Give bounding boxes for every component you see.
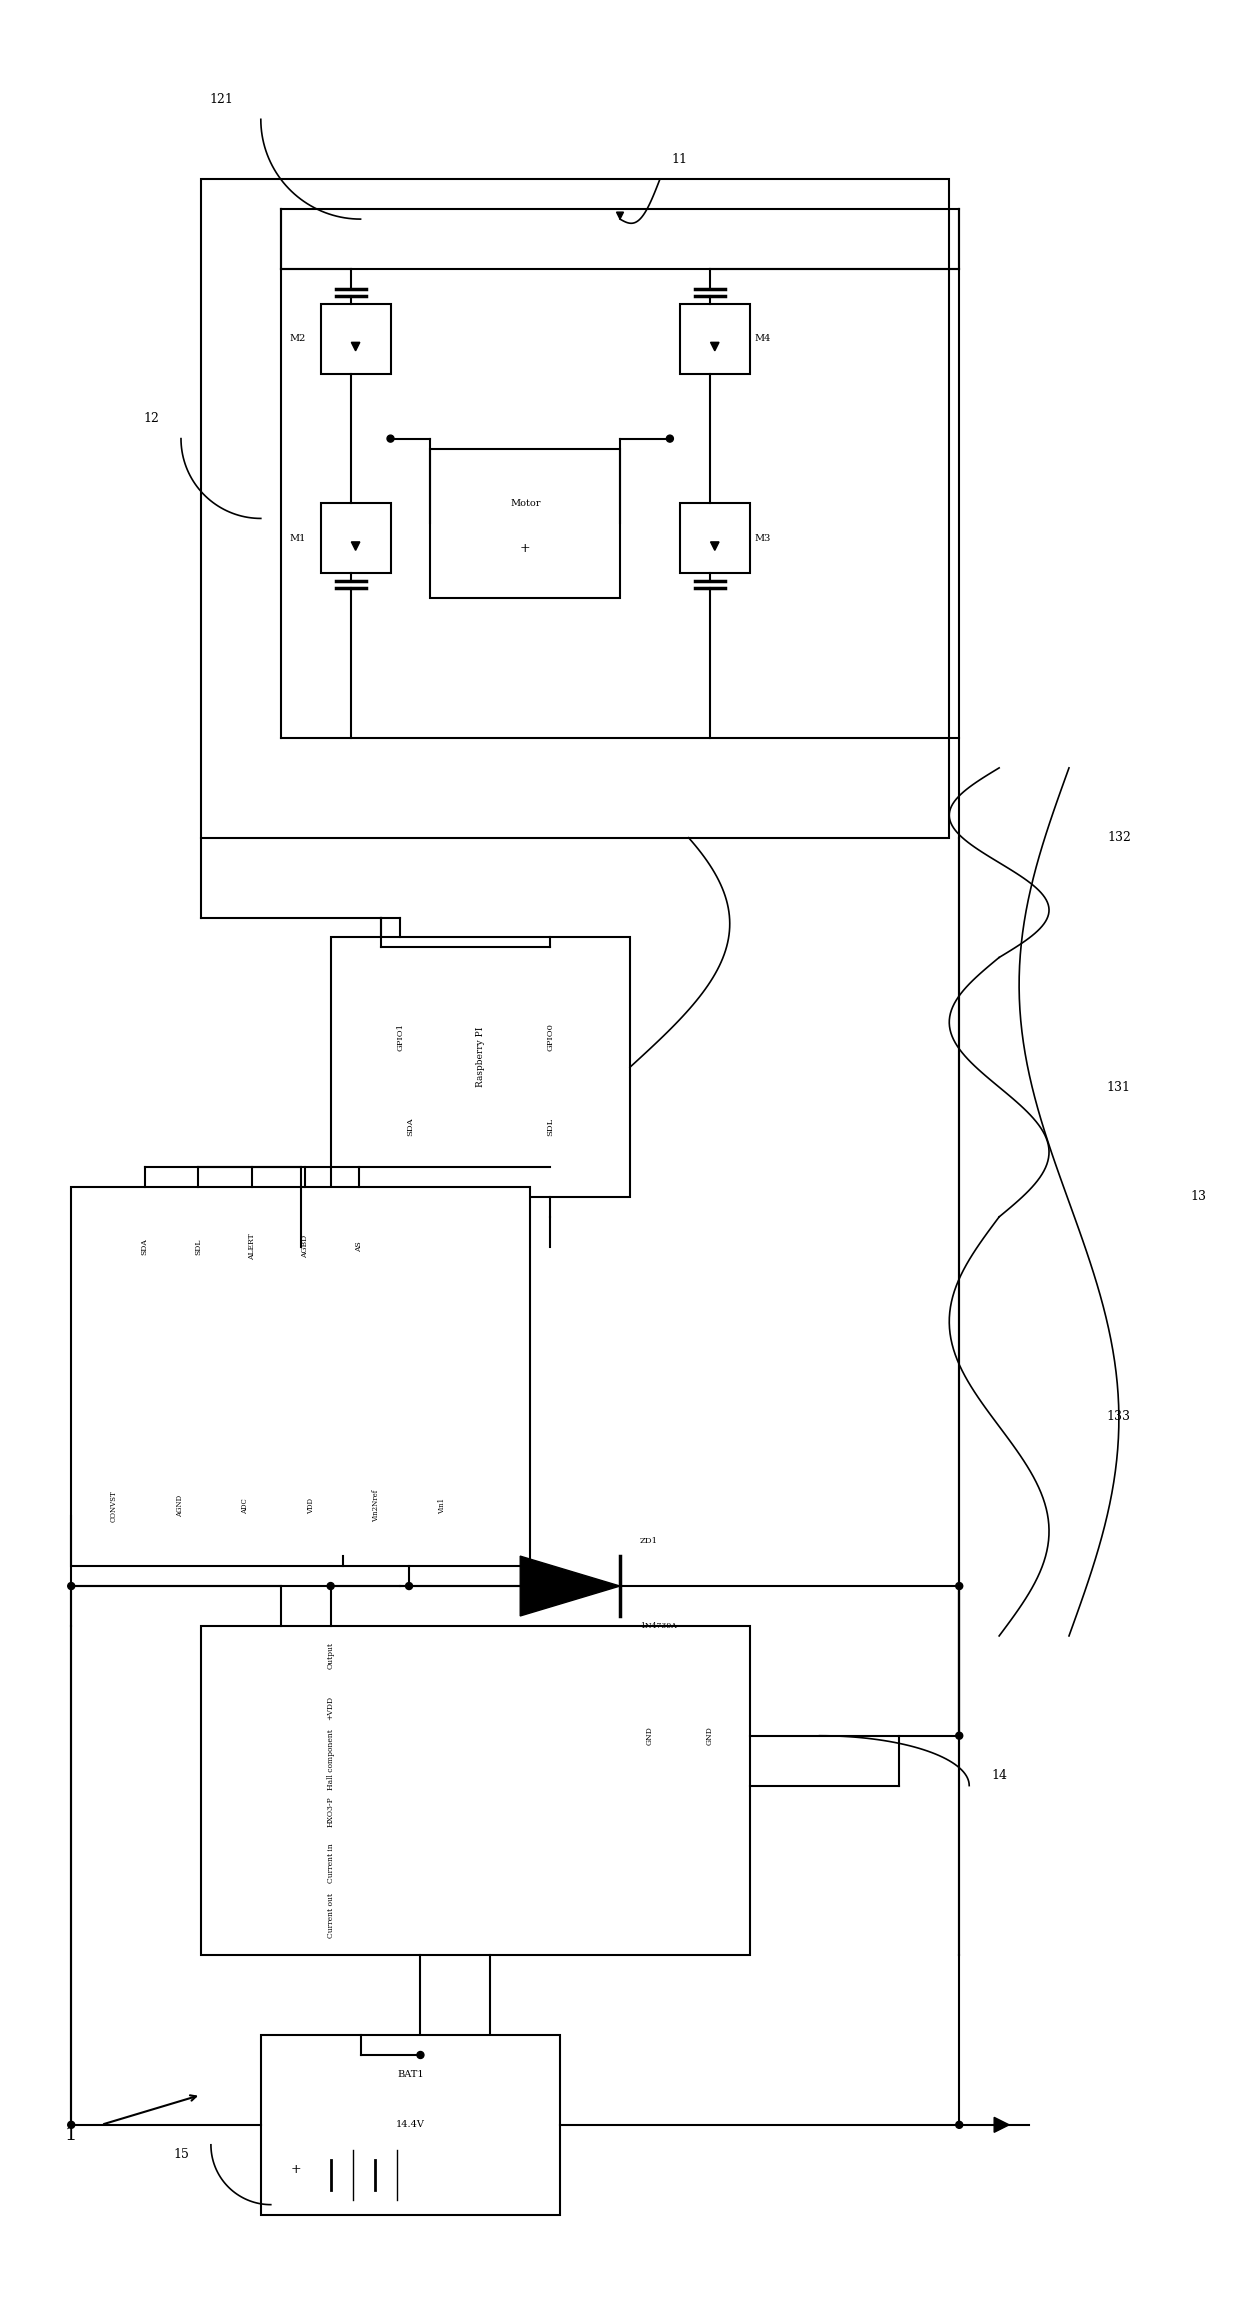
Circle shape xyxy=(387,436,394,443)
Text: Motor: Motor xyxy=(510,498,541,507)
Circle shape xyxy=(956,2122,962,2129)
Polygon shape xyxy=(351,542,360,551)
Text: CONVST: CONVST xyxy=(110,1490,118,1522)
Text: ADC: ADC xyxy=(241,1499,249,1513)
Text: GPIO1: GPIO1 xyxy=(397,1024,404,1052)
Polygon shape xyxy=(351,343,360,350)
Bar xyxy=(280,190,859,737)
Text: +: + xyxy=(290,2164,301,2176)
Polygon shape xyxy=(994,2118,1009,2132)
Text: AGBD: AGBD xyxy=(301,1235,309,1258)
Text: Output: Output xyxy=(326,1643,335,1668)
Text: ALERT: ALERT xyxy=(248,1233,255,1260)
Text: 133: 133 xyxy=(1107,1411,1131,1423)
Text: AS: AS xyxy=(355,1242,363,1251)
Text: GPIO0: GPIO0 xyxy=(546,1024,554,1052)
Text: Vin2Nref: Vin2Nref xyxy=(372,1490,381,1522)
Bar xyxy=(680,503,750,572)
Text: 14: 14 xyxy=(991,1770,1007,1782)
Bar xyxy=(430,449,620,598)
Text: M4: M4 xyxy=(755,334,771,343)
Text: M2: M2 xyxy=(289,334,306,343)
Bar xyxy=(201,178,950,839)
Text: Hall component: Hall component xyxy=(326,1728,335,1791)
Text: SDA: SDA xyxy=(407,1117,414,1135)
Text: 121: 121 xyxy=(210,93,233,107)
Text: Current out: Current out xyxy=(326,1893,335,1937)
Text: M3: M3 xyxy=(755,533,771,542)
Bar xyxy=(71,1186,531,1566)
Bar xyxy=(321,304,391,373)
Bar xyxy=(260,2034,560,2215)
Text: +: + xyxy=(520,542,531,554)
Circle shape xyxy=(327,1583,334,1589)
Text: 14.4V: 14.4V xyxy=(396,2120,425,2129)
Bar xyxy=(201,1627,750,1956)
Polygon shape xyxy=(711,542,719,551)
Bar xyxy=(321,503,391,572)
Text: 1N4739A: 1N4739A xyxy=(640,1622,677,1629)
Text: VDD: VDD xyxy=(306,1499,315,1515)
Circle shape xyxy=(68,2122,74,2129)
Text: GND: GND xyxy=(646,1726,653,1745)
Text: BAT1: BAT1 xyxy=(397,2071,424,2078)
Polygon shape xyxy=(521,1557,620,1615)
Circle shape xyxy=(405,1583,413,1589)
Text: Current in: Current in xyxy=(326,1844,335,1884)
Circle shape xyxy=(956,1733,962,1740)
Circle shape xyxy=(956,1583,962,1589)
Text: +VDD: +VDD xyxy=(326,1696,335,1719)
Text: ZD1: ZD1 xyxy=(640,1536,658,1545)
Text: M1: M1 xyxy=(289,533,306,542)
Bar xyxy=(331,938,630,1198)
Text: SDL: SDL xyxy=(546,1117,554,1135)
Text: SDL: SDL xyxy=(195,1240,202,1256)
Text: Vin1: Vin1 xyxy=(438,1499,446,1515)
Text: 1: 1 xyxy=(64,2125,77,2143)
Text: SDA: SDA xyxy=(140,1237,149,1256)
Text: 13: 13 xyxy=(1190,1191,1207,1203)
Bar xyxy=(680,304,750,373)
Polygon shape xyxy=(711,343,719,350)
Text: 132: 132 xyxy=(1107,832,1131,843)
Circle shape xyxy=(68,1583,74,1589)
Text: 12: 12 xyxy=(143,412,159,424)
Text: HXO3-P: HXO3-P xyxy=(326,1796,335,1826)
Circle shape xyxy=(417,2051,424,2057)
Polygon shape xyxy=(616,213,624,220)
Text: 131: 131 xyxy=(1107,1080,1131,1094)
Circle shape xyxy=(666,436,673,443)
Text: Raspberry PI: Raspberry PI xyxy=(476,1026,485,1087)
Text: 15: 15 xyxy=(174,2148,188,2162)
Text: 11: 11 xyxy=(672,153,688,167)
Text: AGND: AGND xyxy=(176,1494,184,1518)
Text: GND: GND xyxy=(706,1726,714,1745)
